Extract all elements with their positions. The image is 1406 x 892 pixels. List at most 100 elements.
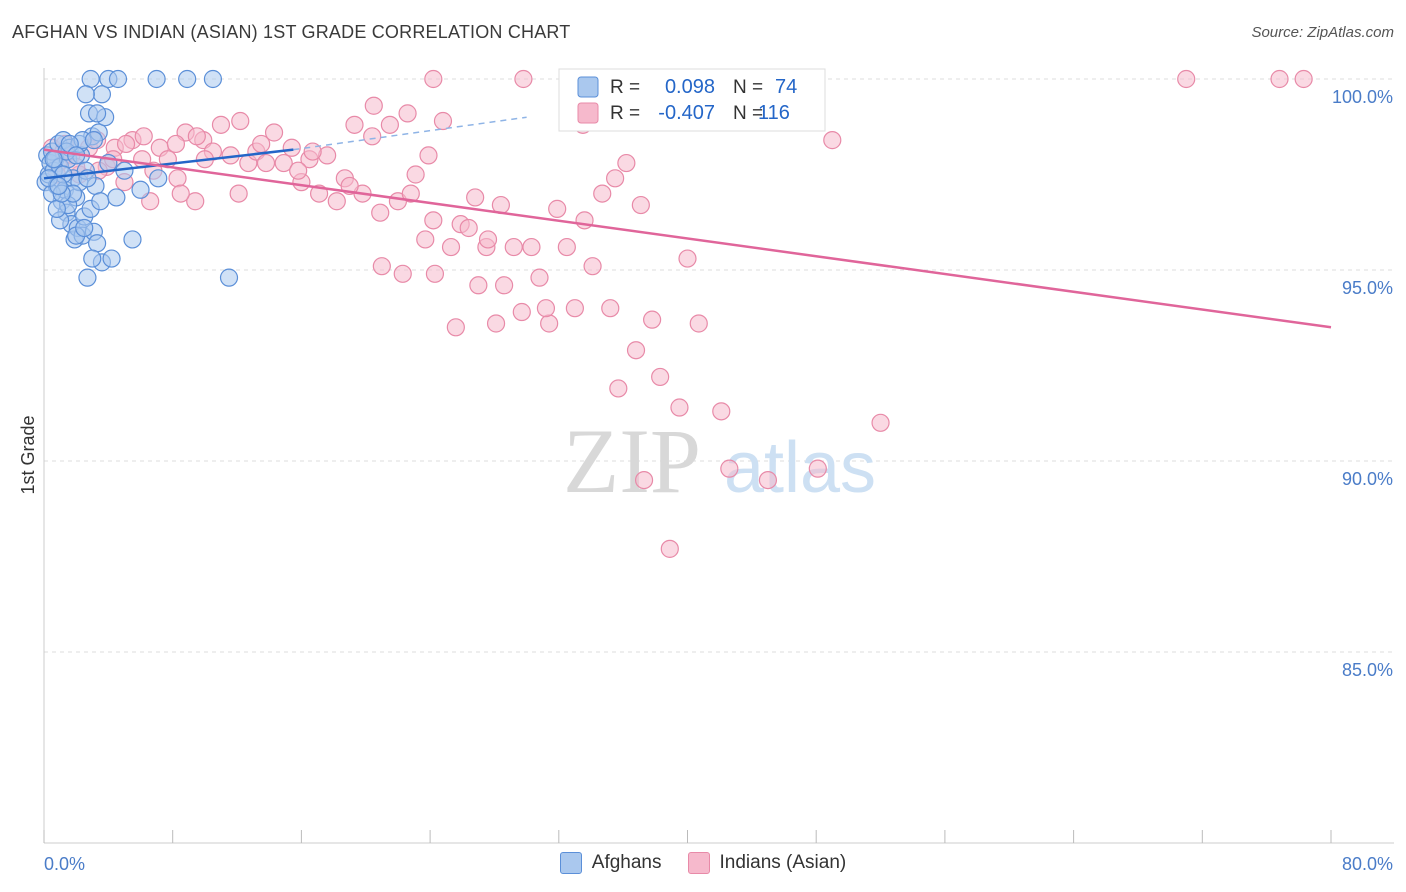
afghans-point xyxy=(78,268,97,287)
watermark-zip: ZIP xyxy=(563,410,701,512)
indians-point xyxy=(557,237,576,257)
indians-point xyxy=(689,314,708,333)
indians-point xyxy=(565,299,584,318)
indians-n-label: N = xyxy=(733,103,763,124)
indians-point xyxy=(229,184,248,203)
stats-legend-box: R = 0.098 N = 74 R = -0.407 N = 116 xyxy=(558,68,826,132)
y-tick-label-1: 95.0% xyxy=(1342,278,1393,298)
indians-point xyxy=(256,153,276,173)
axes xyxy=(43,68,1394,844)
indians-point xyxy=(187,127,206,146)
indians-point xyxy=(446,318,465,337)
indians-point xyxy=(424,211,443,230)
indians-point xyxy=(583,257,602,276)
indians-point xyxy=(433,111,453,131)
afghans-point xyxy=(203,69,223,89)
indians-point xyxy=(871,413,890,432)
indians-point xyxy=(372,257,391,276)
x-tick-label-1: 80.0% xyxy=(1342,854,1393,874)
afghans-point xyxy=(49,176,68,196)
afghans-point xyxy=(83,249,102,268)
indians-point xyxy=(419,146,438,165)
afghans-r-value: 0.098 xyxy=(665,76,715,98)
indians-point xyxy=(282,138,301,157)
afghans-trendline xyxy=(43,148,294,180)
indians-point xyxy=(459,218,478,238)
indians-point xyxy=(274,153,293,173)
indians-point xyxy=(401,184,420,203)
indians-point xyxy=(631,195,650,215)
indians-point xyxy=(425,264,445,283)
legend-indians-label: Indians (Asian) xyxy=(719,852,847,873)
indians-point xyxy=(651,367,670,387)
afghans-point xyxy=(107,188,126,207)
indians-swatch xyxy=(577,102,599,124)
indians-point xyxy=(393,264,412,283)
afghans-point xyxy=(102,249,121,268)
afghans-point xyxy=(76,85,95,104)
indians-point xyxy=(363,127,382,146)
indians-point xyxy=(166,134,186,154)
trendlines xyxy=(43,116,1332,329)
indians-point xyxy=(495,276,514,295)
y-axis-label: 1st Grade xyxy=(18,415,38,494)
indians-point xyxy=(371,203,390,222)
indians-point xyxy=(626,341,646,360)
indians-point xyxy=(441,237,461,257)
indians-point xyxy=(406,165,425,184)
afghans-point xyxy=(92,85,112,104)
indians-point xyxy=(116,134,136,154)
indians-point xyxy=(504,237,523,257)
legend-indians-swatch xyxy=(687,852,710,874)
indians-point xyxy=(540,314,559,333)
indians-point xyxy=(1270,69,1289,89)
indians-point xyxy=(231,111,250,131)
indians-point xyxy=(424,69,443,89)
indians-point xyxy=(514,69,533,89)
indians-point xyxy=(264,123,284,142)
indians-r-label: R = xyxy=(610,103,640,124)
indians-point xyxy=(345,115,364,134)
afghans-point xyxy=(84,131,103,150)
indians-point xyxy=(466,188,485,207)
afghans-point xyxy=(149,169,168,188)
indians-point xyxy=(758,471,778,490)
watermark: ZIP atlas xyxy=(563,410,876,512)
indians-point xyxy=(593,184,612,203)
indians-point xyxy=(808,459,827,478)
legend-afghans-swatch xyxy=(559,852,582,874)
indians-point xyxy=(548,199,567,218)
indians-point xyxy=(530,268,549,287)
legend-item-afghans[interactable]: Afghans xyxy=(559,852,662,874)
indians-point xyxy=(536,299,556,318)
indians-point xyxy=(512,302,531,322)
indians-point xyxy=(1294,69,1313,89)
indians-point xyxy=(327,192,346,211)
afghans-point xyxy=(123,230,142,249)
indians-n-value: 116 xyxy=(758,102,790,124)
indians-point xyxy=(380,115,399,134)
afghans-point xyxy=(108,69,128,89)
indians-point xyxy=(634,471,654,490)
indians-point xyxy=(252,134,271,154)
afghans-n-label: N = xyxy=(733,77,763,98)
indians-point xyxy=(486,314,506,333)
tick-labels: 100.0% 95.0% 90.0% 85.0% 0.0% 80.0% xyxy=(44,87,1393,874)
indians-point xyxy=(617,153,636,173)
watermark-atlas: atlas xyxy=(724,428,876,508)
afghans-point xyxy=(178,69,197,89)
legend-item-indians[interactable]: Indians (Asian) xyxy=(687,852,847,874)
afghans-point xyxy=(75,218,94,238)
x-tick-label-0: 0.0% xyxy=(44,854,85,874)
indians-point xyxy=(522,237,541,257)
indians-point xyxy=(609,379,628,398)
afghans-r-label: R = xyxy=(610,77,640,98)
indians-point xyxy=(712,402,731,421)
indians-point xyxy=(678,249,697,268)
chart-title: AFGHAN VS INDIAN (ASIAN) 1ST GRADE CORRE… xyxy=(12,22,571,42)
indians-point xyxy=(211,115,231,134)
afghans-swatch xyxy=(577,76,599,98)
afghans-point xyxy=(81,69,100,89)
indians-point xyxy=(186,192,205,211)
